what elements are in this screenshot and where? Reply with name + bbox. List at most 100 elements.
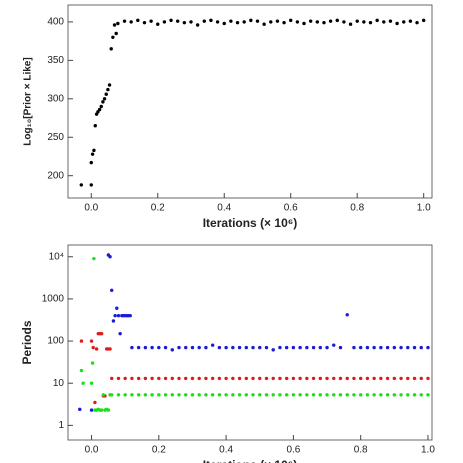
point xyxy=(111,35,115,39)
point xyxy=(271,348,275,352)
point xyxy=(116,313,121,318)
point xyxy=(184,393,188,397)
point xyxy=(251,393,255,397)
point xyxy=(99,104,103,109)
point xyxy=(264,393,269,397)
point xyxy=(204,393,208,397)
point xyxy=(93,124,97,128)
point xyxy=(372,376,376,381)
point xyxy=(318,393,323,397)
point xyxy=(136,376,141,381)
point xyxy=(399,393,403,397)
point xyxy=(89,160,93,165)
point xyxy=(365,393,370,397)
point xyxy=(237,393,242,397)
point xyxy=(97,107,102,112)
point xyxy=(108,347,112,351)
point xyxy=(136,18,140,23)
point xyxy=(94,347,99,351)
point xyxy=(204,345,208,350)
point xyxy=(275,19,280,23)
point xyxy=(209,18,213,23)
point xyxy=(311,345,316,350)
point xyxy=(302,21,306,26)
point xyxy=(231,376,235,381)
point xyxy=(335,18,339,23)
point xyxy=(163,393,168,397)
point xyxy=(251,345,255,350)
point xyxy=(412,345,417,350)
point xyxy=(118,331,122,336)
point xyxy=(269,20,273,24)
point xyxy=(79,368,84,373)
point xyxy=(352,393,356,397)
point xyxy=(111,319,116,323)
point xyxy=(184,376,188,381)
point xyxy=(116,21,120,26)
point xyxy=(358,393,363,397)
point xyxy=(150,345,154,350)
x-tick-label: 0.8 xyxy=(354,445,368,456)
point xyxy=(184,345,188,350)
point xyxy=(278,393,282,397)
x-axis-label: Iterations (× 10⁶) xyxy=(203,458,298,463)
point xyxy=(170,376,174,381)
point xyxy=(204,376,208,381)
point xyxy=(249,18,253,23)
point xyxy=(291,393,296,397)
point xyxy=(318,345,323,350)
point xyxy=(385,376,390,381)
point xyxy=(244,393,248,397)
point xyxy=(104,92,108,96)
point xyxy=(106,87,110,92)
point xyxy=(130,345,134,350)
point xyxy=(325,393,329,397)
x-tick-label: 0.6 xyxy=(286,445,300,456)
point xyxy=(358,345,363,350)
point xyxy=(197,345,201,350)
point xyxy=(262,22,266,26)
point xyxy=(258,376,262,381)
point xyxy=(107,83,112,87)
point xyxy=(251,376,255,381)
point xyxy=(231,345,235,350)
point xyxy=(408,19,413,23)
point xyxy=(258,393,262,397)
point xyxy=(122,19,127,23)
point xyxy=(89,183,93,187)
point xyxy=(123,393,127,397)
point xyxy=(362,20,366,24)
point xyxy=(258,345,262,350)
point xyxy=(298,345,302,350)
point xyxy=(157,376,161,381)
point xyxy=(311,376,316,381)
point xyxy=(217,376,222,381)
point xyxy=(284,376,289,381)
point xyxy=(210,393,215,397)
x-tick-label: 0.4 xyxy=(219,445,233,456)
point xyxy=(406,376,410,381)
point xyxy=(399,376,403,381)
point xyxy=(215,20,220,24)
x-axis-label: Iterations (× 10⁶) xyxy=(203,216,298,230)
y-tick-label: 350 xyxy=(47,55,64,66)
point xyxy=(332,393,336,397)
point xyxy=(348,22,353,26)
point xyxy=(175,19,180,23)
point xyxy=(110,376,114,381)
point xyxy=(93,400,97,405)
point xyxy=(210,343,215,347)
point xyxy=(271,393,275,397)
point xyxy=(143,393,148,397)
x-tick-label: 0.0 xyxy=(84,203,98,214)
point xyxy=(156,22,160,26)
point xyxy=(342,20,346,24)
y-tick-label: 200 xyxy=(47,170,64,181)
point xyxy=(195,23,200,27)
point xyxy=(115,306,119,310)
point xyxy=(163,376,168,381)
point xyxy=(157,393,161,397)
point xyxy=(358,376,363,381)
point xyxy=(345,376,349,381)
point xyxy=(311,393,316,397)
